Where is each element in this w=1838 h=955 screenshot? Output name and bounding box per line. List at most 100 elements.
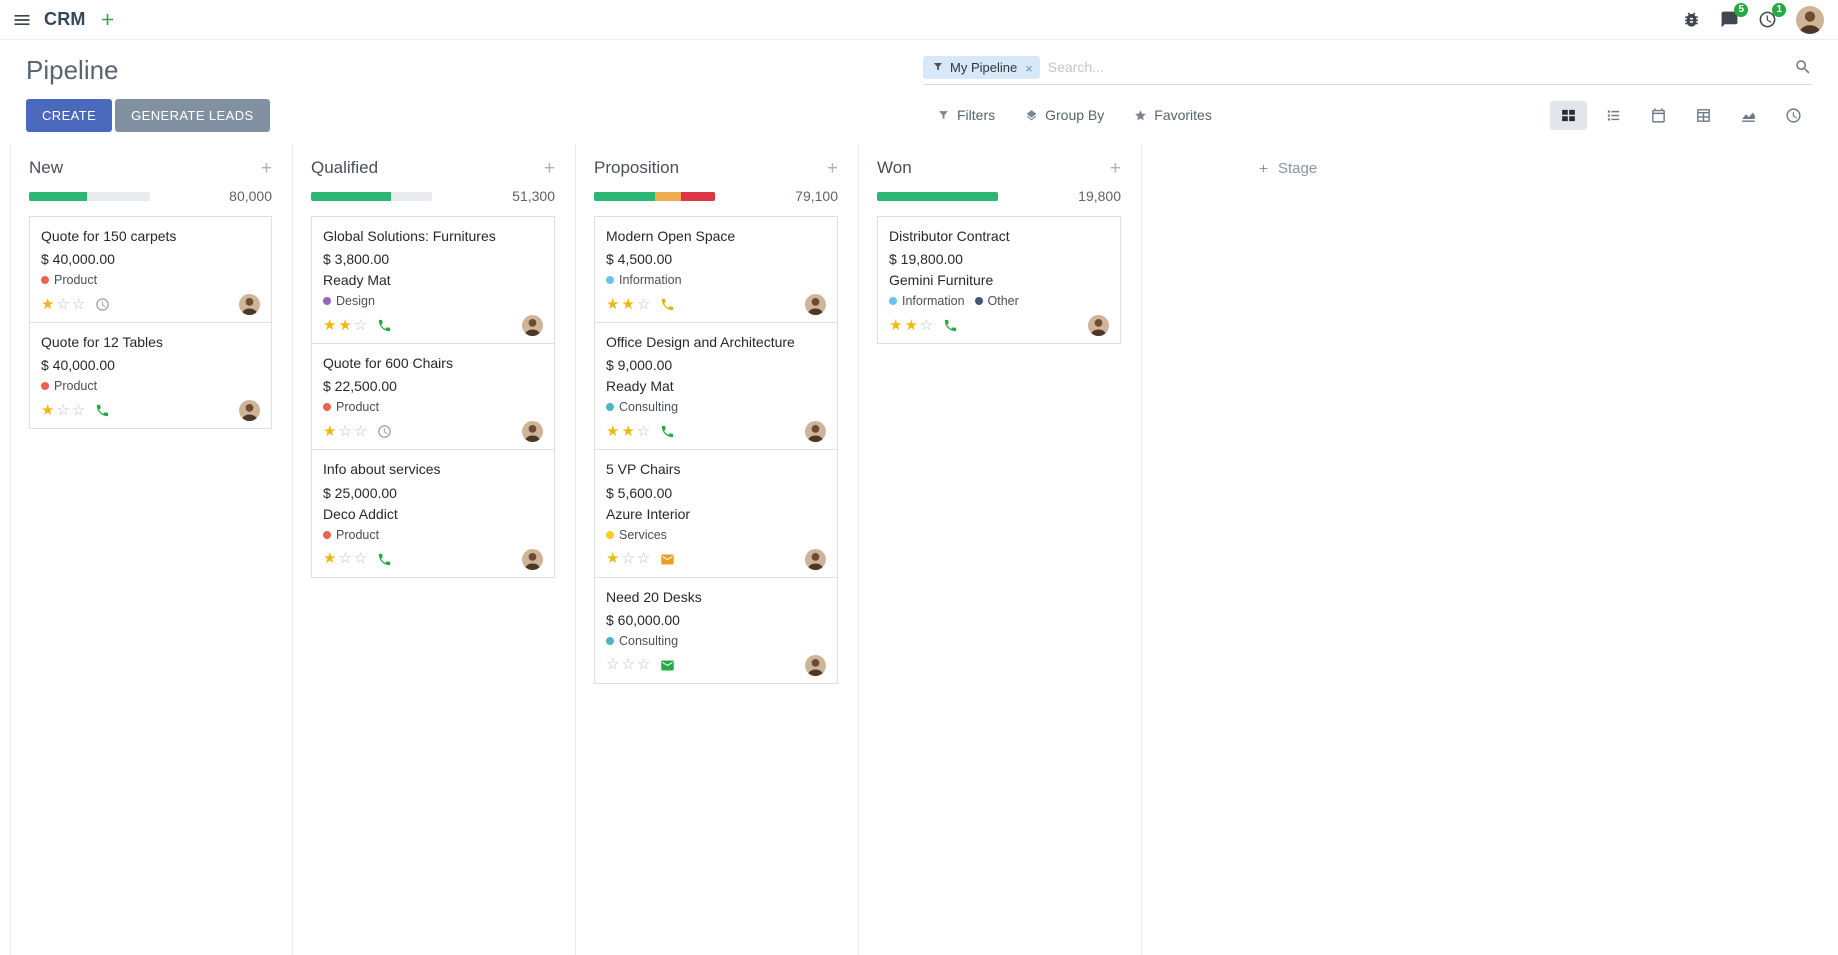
column-title[interactable]: Proposition (594, 158, 680, 177)
facet-label: My Pipeline (950, 59, 1018, 75)
column-quick-add-icon[interactable]: + (543, 157, 555, 179)
priority-star[interactable]: ★ (41, 295, 55, 313)
column-quick-add-icon[interactable]: + (826, 157, 838, 179)
priority-star[interactable]: ☆ (353, 422, 368, 440)
kanban-view-button[interactable] (1550, 100, 1587, 130)
column-amount: 80,000 (229, 188, 272, 204)
column-title[interactable]: New (29, 158, 64, 177)
kanban-column: Won + 19,800 Distributor Contract $ 19,8… (859, 144, 1142, 955)
column-progressbar[interactable] (311, 191, 432, 201)
favorites-menu-button[interactable]: Favorites (1134, 107, 1212, 123)
phone-activity-icon[interactable] (660, 297, 675, 312)
kanban-card[interactable]: 5 VP Chairs $ 5,600.00 Azure Interior Se… (594, 449, 838, 578)
phone-activity-icon[interactable] (660, 424, 675, 439)
progressbar-segment[interactable] (311, 191, 391, 201)
phone-activity-icon[interactable] (377, 552, 392, 567)
priority-star[interactable]: ☆ (56, 401, 70, 419)
priority-star[interactable]: ☆ (606, 656, 620, 674)
priority-star[interactable]: ☆ (338, 550, 352, 568)
progressbar-segment[interactable] (877, 191, 998, 201)
activity-view-button[interactable] (1775, 101, 1812, 130)
priority-star[interactable]: ★ (323, 550, 337, 568)
column-progressbar[interactable] (594, 191, 715, 201)
list-view-button[interactable] (1595, 101, 1632, 130)
clock-activity-icon[interactable] (95, 297, 110, 312)
progressbar-segment[interactable] (681, 191, 715, 201)
search-input[interactable] (1039, 55, 1794, 79)
priority-star[interactable]: ★ (621, 422, 635, 440)
progressbar-segment[interactable] (29, 191, 88, 201)
facet-remove-icon[interactable]: × (1025, 60, 1033, 76)
card-amount: $ 22,500.00 (323, 378, 397, 395)
search-facet-my-pipeline[interactable]: My Pipeline × (923, 55, 1040, 79)
clock-activity-icon[interactable] (377, 424, 392, 439)
apps-menu-icon[interactable] (12, 10, 32, 30)
envelope-activity-icon[interactable] (660, 552, 675, 567)
search-icon[interactable] (1794, 58, 1812, 76)
search-bar[interactable]: My Pipeline × (923, 55, 1812, 85)
kanban-card[interactable]: Global Solutions: Furnitures $ 3,800.00 … (311, 216, 555, 345)
priority-star[interactable]: ★ (323, 316, 337, 334)
priority-star[interactable]: ★ (323, 422, 337, 440)
kanban-card[interactable]: Quote for 150 carpets $ 40,000.00 Produc… (29, 216, 272, 324)
search-options: Filters Group By Favorites (923, 107, 1212, 123)
create-button[interactable]: CREATE (26, 98, 113, 132)
phone-activity-icon[interactable] (95, 403, 110, 418)
priority-star[interactable]: ☆ (636, 295, 651, 313)
generate-leads-button[interactable]: GENERATE LEADS (115, 98, 270, 132)
column-title[interactable]: Won (877, 158, 912, 177)
envelope-activity-icon[interactable] (660, 658, 675, 673)
priority-star[interactable]: ☆ (919, 316, 934, 334)
kanban-card[interactable]: Modern Open Space $ 4,500.00 Information… (594, 216, 838, 324)
priority-star[interactable]: ★ (621, 295, 635, 313)
kanban-card[interactable]: Distributor Contract $ 19,800.00 Gemini … (877, 216, 1121, 345)
user-avatar[interactable] (1796, 5, 1824, 34)
priority-star[interactable]: ★ (606, 422, 620, 440)
priority-star[interactable]: ☆ (71, 295, 86, 313)
kanban-card[interactable]: Quote for 600 Chairs $ 22,500.00 Product… (311, 343, 555, 451)
add-stage-button[interactable]: Stage (1257, 144, 1317, 177)
priority-star[interactable]: ☆ (636, 550, 651, 568)
filters-menu-button[interactable]: Filters (937, 107, 995, 123)
tag-color-dot (323, 403, 331, 412)
progressbar-segment[interactable] (594, 191, 655, 201)
bug-icon[interactable] (1682, 10, 1701, 29)
priority-star[interactable]: ☆ (621, 656, 635, 674)
plus-icon[interactable] (98, 10, 117, 29)
priority-star[interactable]: ★ (904, 316, 918, 334)
priority-star[interactable]: ☆ (621, 550, 635, 568)
kanban-card[interactable]: Info about services $ 25,000.00 Deco Add… (311, 449, 555, 578)
column-progressbar[interactable] (29, 191, 150, 201)
kanban-card[interactable]: Quote for 12 Tables $ 40,000.00 Product … (29, 322, 272, 430)
priority-star[interactable]: ★ (606, 295, 620, 313)
phone-activity-icon[interactable] (377, 318, 392, 333)
activities-clock-icon[interactable]: 1 (1758, 3, 1786, 29)
column-progressbar[interactable] (877, 191, 998, 201)
column-quick-add-icon[interactable]: + (260, 157, 272, 179)
priority-star[interactable]: ★ (889, 316, 903, 334)
phone-activity-icon[interactable] (943, 318, 958, 333)
priority-star[interactable]: ★ (606, 550, 620, 568)
priority-star[interactable]: ☆ (636, 656, 651, 674)
calendar-view-button[interactable] (1640, 101, 1677, 130)
priority-star[interactable]: ☆ (636, 422, 651, 440)
group-by-menu-button[interactable]: Group By (1025, 107, 1104, 123)
priority-star[interactable]: ☆ (353, 550, 368, 568)
priority-star[interactable]: ☆ (338, 422, 352, 440)
column-quick-add-icon[interactable]: + (1109, 157, 1121, 179)
priority-star[interactable]: ★ (338, 316, 352, 334)
app-name[interactable]: CRM (44, 9, 86, 29)
priority-star[interactable]: ☆ (71, 401, 86, 419)
kanban-card[interactable]: Office Design and Architecture $ 9,000.0… (594, 322, 838, 451)
priority-star[interactable]: ★ (41, 401, 55, 419)
graph-view-button[interactable] (1730, 101, 1767, 130)
column-title[interactable]: Qualified (311, 158, 379, 177)
messages-badge: 5 (1734, 3, 1748, 17)
kanban-card[interactable]: Need 20 Desks $ 60,000.00 Consulting ☆ ☆ ☆ (594, 576, 838, 684)
add-stage-label: Stage (1278, 160, 1318, 177)
messages-icon[interactable]: 5 (1720, 3, 1748, 29)
priority-star[interactable]: ☆ (353, 316, 368, 334)
progressbar-segment[interactable] (654, 191, 682, 201)
pivot-view-button[interactable] (1685, 101, 1722, 130)
priority-star[interactable]: ☆ (56, 295, 70, 313)
